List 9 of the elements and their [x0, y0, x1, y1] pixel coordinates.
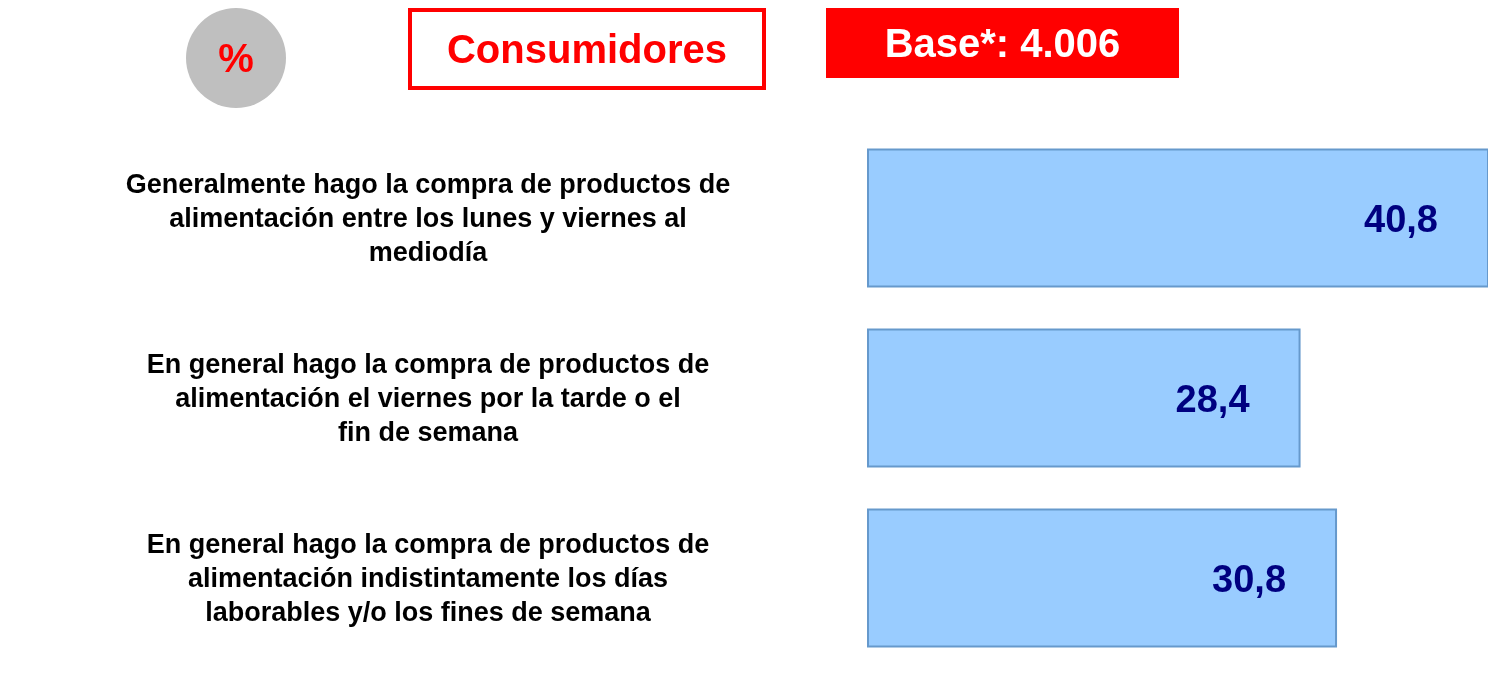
data-label: 40,8 [1364, 197, 1438, 240]
y-tick-label: En general hago la compra de productos de alimentación indistintamente los días laborables y/o los fines de semana [146, 529, 710, 628]
text: % [186, 8, 286, 108]
y-tick-label: Generalmente hago la compra de productos de alimentación entre los lunes y viernes al mediodía [125, 169, 731, 268]
data-label: 28,4 [1175, 377, 1250, 420]
chart-subtitle: Base*: 4.006 [826, 8, 1179, 78]
y-tick-label: En general hago la compra de productos de alimentación el viernes por la tarde o el fin de semana [146, 349, 710, 448]
data-label: 30,8 [1212, 557, 1287, 600]
chart-title: Consumidores [408, 8, 766, 90]
